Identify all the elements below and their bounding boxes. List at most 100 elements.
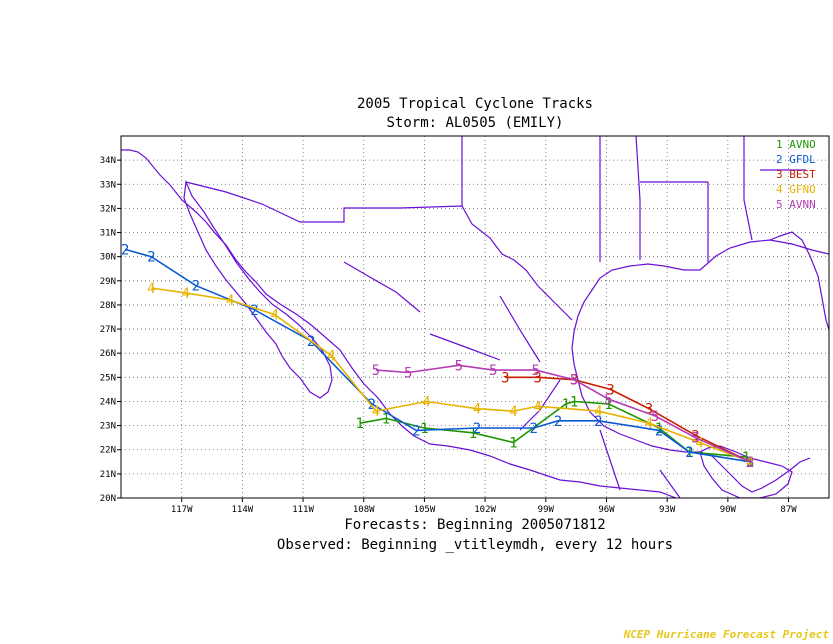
track-origin-gfdl: 2 [746,455,754,471]
us-state-borders [461,136,806,262]
y-tick-label-14: 34N [100,156,116,166]
baja-peninsula [183,179,333,399]
legend-entry-avno: 1 AVNO [776,138,816,151]
track-line-gfdl [124,248,751,463]
legend-entry-avnn: 5 AVNN [776,198,816,211]
x-tick-label-9: 90W [720,505,737,515]
track-point-gfno-12: 4 [182,286,190,302]
y-tick-label-11: 31N [100,229,116,239]
track-point-gfdl-12: 2 [147,250,155,266]
track-point-avno-8: 1 [469,426,477,442]
x-tick-label-2: 111W [292,505,314,515]
track-point-gfno-3: 4 [594,404,602,420]
track-line-avnn [375,364,751,463]
track-point-avnn-3: 5 [604,392,612,408]
track-point-gfdl-6: 2 [473,421,481,437]
legend-entry-best: 3 BEST [776,168,816,181]
x-tick-label-4: 105W [414,505,436,515]
track-point-gfno-1: 4 [695,435,703,451]
track-point-avnn-8: 5 [404,366,412,382]
x-tick-label-3: 108W [353,505,375,515]
observed-caption: Observed: Beginning _vtitleymdh, every 1… [276,537,674,553]
track-point-gfno-10: 4 [271,308,279,324]
track-point-best-5: 3 [533,370,541,386]
y-tick-label-5: 25N [100,373,116,383]
track-point-avno-10: 1 [382,411,390,427]
track-point-gfno-8: 4 [372,404,380,420]
track-point-avno-7: 1 [509,435,517,451]
y-tick-label-10: 30N [100,253,116,263]
track-point-gfdl-5: 2 [529,421,537,437]
track-point-best-4: 3 [570,373,578,389]
track-point-gfdl-9: 2 [307,334,315,350]
track-origin-avno: 1 [746,455,754,471]
forecast-caption: Forecasts: Beginning 2005071812 [344,517,606,533]
track-point-avnn-6: 5 [489,363,497,379]
geography-layer [121,136,829,498]
track-best: 3 3 3 3 3 3 3 [501,370,754,470]
y-tick-label-9: 29N [100,277,116,287]
track-point-avnn-4: 5 [570,373,578,389]
track-point-avnn-1: 5 [691,431,699,447]
us-mexico-border [185,181,573,321]
track-point-best-3: 3 [606,382,614,398]
track-point-gfno-4: 4 [533,399,541,415]
track-point-avnn-2: 5 [651,409,659,425]
y-tick-label-13: 33N [100,180,116,190]
florida-peninsula [769,231,829,331]
track-origin-avnn: 5 [746,455,754,471]
axis-ticks: 117W 114W 111W 108W 105W 102W 99W 96W 93W 90W 87W 2… [100,156,798,515]
track-point-avno-4: 1 [604,397,612,413]
y-tick-label-6: 26N [100,349,116,359]
track-origin-gfno: 4 [746,455,754,471]
grid-lines [121,136,829,499]
x-tick-label-7: 96W [598,505,615,515]
track-point-gfno-13: 4 [147,281,155,297]
legend-entry-gfno: 4 GFNO [776,183,816,196]
legend: 1 AVNO 2 GFDL 3 BEST 4 GFNO 5 AVNN [776,138,816,211]
track-line-best [505,376,751,463]
track-point-gfno-11: 4 [226,293,234,309]
y-tick-label-4: 24N [100,397,116,407]
x-tick-label-8: 93W [659,505,676,515]
chart-title: 2005 Tropical Cyclone Tracks [356,96,593,112]
track-point-gfdl-10: 2 [250,303,258,319]
track-point-gfdl-11: 2 [192,279,200,295]
x-tick-label-1: 114W [232,505,254,515]
track-avnn: 5 5 5 5 5 5 5 5 5 5 [372,358,755,471]
y-tick-label-12: 32N [100,204,116,214]
plot-frame [120,135,830,499]
y-tick-label-1: 21N [100,470,116,480]
track-point-gfno-9: 4 [327,349,335,365]
legend-entry-gfdl: 2 GFDL [776,153,816,166]
track-origin-best: 3 [746,455,754,471]
y-tick-label-8: 28N [100,301,116,311]
track-point-gfdl-13: 2 [121,242,129,258]
track-line-gfno [151,287,751,463]
chart-subtitle: Storm: AL0505 (EMILY) [386,115,564,131]
pacific-coastline [121,149,677,498]
x-tick-label-5: 102W [474,505,496,515]
track-point-gfdl-7: 2 [412,423,420,439]
mexico-state-borders [343,261,681,498]
track-point-gfdl-1: 2 [685,445,693,461]
y-tick-label-7: 27N [100,325,116,335]
credit-text: NCEP Hurricane Forecast Project [623,628,829,641]
track-point-avno-6: 1 [562,397,570,413]
track-point-avno-11: 1 [355,416,363,432]
x-tick-label-6: 99W [538,505,555,515]
track-point-avno-5: 1 [570,394,578,410]
track-point-avnn-7: 5 [455,358,463,374]
track-point-avno-3: 1 [655,421,663,437]
track-point-gfno-7: 4 [422,394,430,410]
gulf-coastline [571,239,829,493]
track-point-avnn-5: 5 [531,363,539,379]
y-tick-label-2: 22N [100,446,116,456]
track-point-avnn-9: 5 [372,363,380,379]
track-point-gfno-6: 4 [473,402,481,418]
track-point-avno-2: 1 [685,445,693,461]
track-point-gfdl-3: 2 [594,414,602,430]
yucatan-peninsula [699,445,793,498]
